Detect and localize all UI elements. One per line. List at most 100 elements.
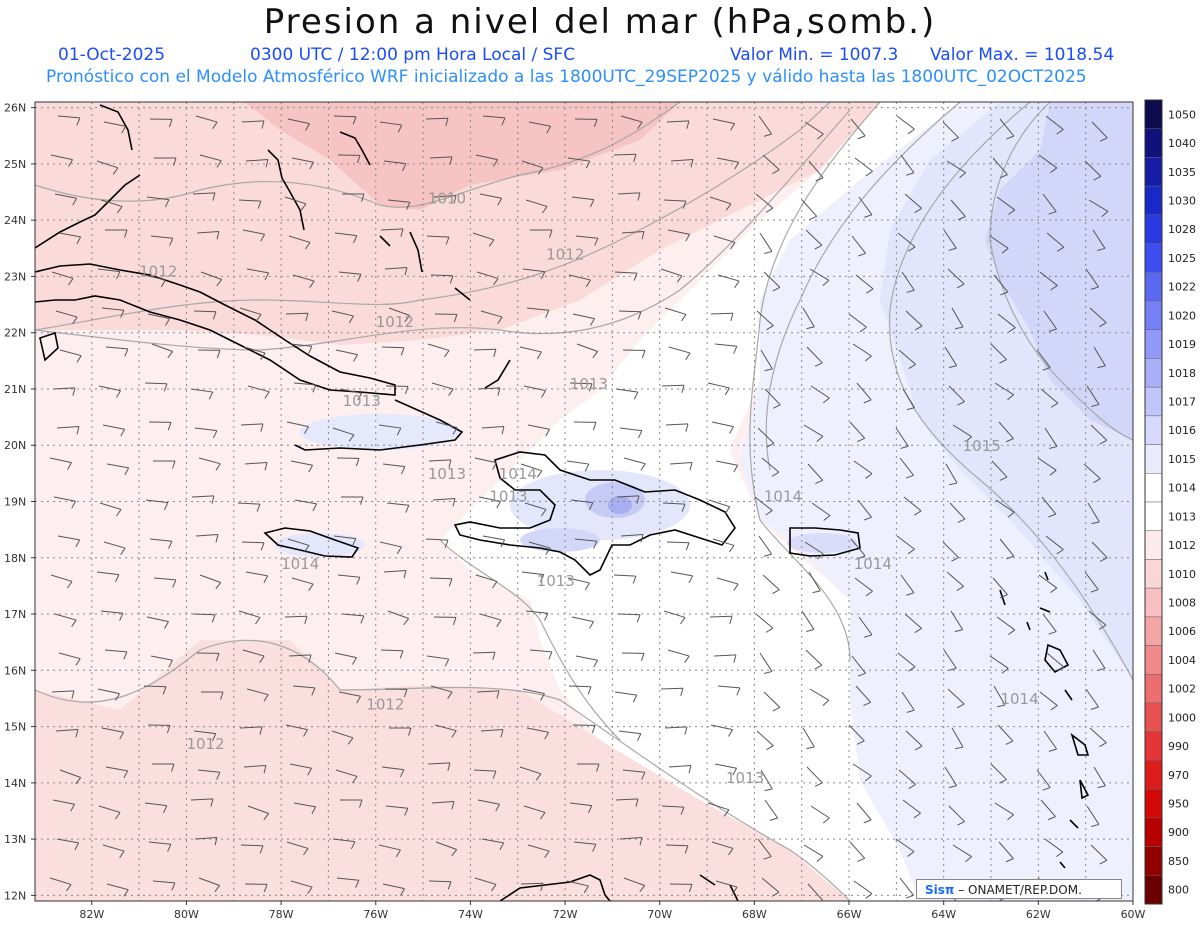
wind-barb [480,728,504,738]
wind-barb [194,427,218,439]
bahamas-islands [339,131,371,166]
wind-barb [614,691,638,703]
wind-barb [523,385,546,398]
wind-barb [57,115,81,126]
wind-barb [239,726,263,735]
wind-barb [803,424,824,442]
wind-barb [762,154,780,175]
lon-tick-label: 66W [837,908,862,921]
colorbar-swatch [1144,788,1163,819]
wind-barb [989,235,1009,254]
lon-tick-label: 68W [742,908,767,921]
wind-barb [950,199,966,221]
contour-label: 1013 [428,465,466,483]
wind-barb [382,463,406,475]
wind-barb [292,274,315,288]
wind-barb [761,457,780,477]
wind-barb [764,388,781,409]
wind-barb [284,615,308,625]
wind-barb [856,802,872,824]
wind-barb [1039,271,1058,291]
wind-barb [755,193,774,213]
wind-barb [105,766,129,779]
wind-barb [854,157,873,177]
wind-barb [523,805,546,820]
wind-barb [379,121,403,133]
wind-barb [380,649,404,659]
wind-barb [338,271,362,282]
wind-barb [482,115,506,126]
wind-barb [1090,844,1108,865]
value-min: Valor Min. = 1007.3 [730,45,899,65]
colorbar-label: 1010 [1168,568,1196,581]
wind-barb [663,199,687,209]
wind-barb [242,649,265,663]
wind-barb [1038,154,1058,174]
colorbar-swatch [1144,817,1163,847]
wind-barb [239,307,262,322]
jamaica-coast [263,527,360,558]
wind-barb [568,685,592,695]
wind-barb [149,118,173,128]
wind-barb [708,499,731,514]
wind-barb [1083,463,1101,484]
colorbar-label: 1016 [1168,424,1196,437]
wind-barb [100,610,124,621]
wind-barb [997,313,1016,333]
lon-tick-label: 78W [269,908,294,921]
wind-barb [998,841,1014,863]
wind-barb [56,838,80,851]
wind-barb [98,385,121,398]
wind-barb [853,460,873,479]
wind-barb [572,724,596,734]
wind-barb [949,502,966,523]
colorbar-label: 1015 [1168,453,1196,466]
wind-barb [669,461,693,471]
wind-barb [717,685,741,696]
south-america-coast [499,874,611,901]
wind-barb [1041,496,1057,518]
wind-barb [97,268,121,280]
wind-barb [144,802,168,814]
wind-barb [49,457,72,470]
wind-barb [664,726,688,735]
wind-barb [897,652,916,672]
wind-barb [477,799,501,812]
wind-barb [990,343,1007,364]
colorbar-label: 1008 [1168,597,1196,610]
wind-barb [284,196,307,211]
wind-barb [761,877,780,897]
wind-barb [1085,688,1100,710]
wind-barb [714,343,738,354]
wind-barb [895,838,915,857]
wind-barb [247,385,270,399]
wind-barb [848,724,865,745]
wind-barb [903,496,922,516]
wind-barb [199,154,222,168]
pressure-zone-low [245,102,680,210]
wind-barb [811,502,831,521]
wind-barb [146,196,170,208]
wind-barb [948,385,965,406]
wind-barb [715,460,739,473]
wind-barb [898,769,916,789]
wind-barb [430,274,454,284]
wind-barb [527,844,550,858]
isla-juventud [39,331,59,362]
colorbar-swatch [1144,128,1163,158]
colorbar-swatch [1144,444,1163,474]
wind-barb [379,541,402,555]
wind-barb [951,727,964,750]
wind-barb [801,199,818,221]
wind-barb [337,154,361,164]
lat-tick-label: 24N [4,214,26,227]
wind-barb [755,613,774,633]
wind-barb [291,577,314,591]
contour-label: 1013 [489,488,527,506]
wind-barb [479,613,502,627]
wind-barb [50,154,73,167]
wind-barb [100,199,123,214]
wind-barb [425,117,449,127]
wind-barb [52,799,76,812]
wind-barb [331,730,354,745]
